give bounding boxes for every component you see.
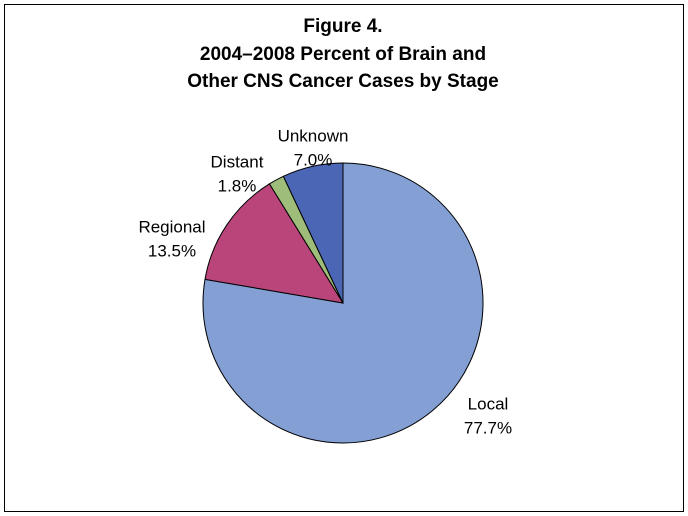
chart-title: Other CNS Cancer Cases by Stage [187,71,499,92]
slice-value-label: 1.8% [218,176,257,195]
slice-value-label: 7.0% [294,150,333,169]
slice-label: Unknown [278,126,349,145]
slice-value-label: 77.7% [464,418,512,437]
slice-value-label: 13.5% [148,241,196,260]
pie-slice [282,162,344,304]
slice-label: Regional [138,217,205,236]
pie-slice [204,183,345,304]
slice-label: Local [468,394,509,413]
chart-title: 2004–2008 Percent of Brain and [200,44,486,65]
chart-title: Figure 4. [303,16,382,37]
slice-label: Distant [211,152,264,171]
